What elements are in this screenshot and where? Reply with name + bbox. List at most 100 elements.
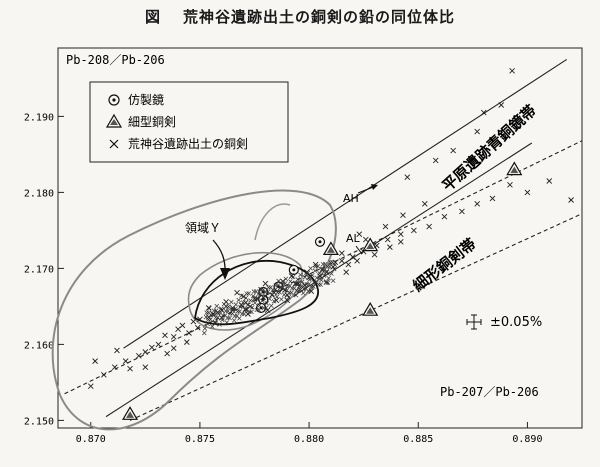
- point-cross: [441, 213, 448, 220]
- y-tick-label: 2.170: [24, 264, 54, 275]
- legend-marker-mirror: [108, 94, 120, 106]
- point-cross: [343, 269, 350, 276]
- x-tick-label: 0.885: [403, 434, 433, 445]
- error-bar-symbol: [466, 314, 482, 330]
- point-cross: [92, 358, 98, 364]
- point-cross: [432, 157, 439, 164]
- y-tick-label: 2.190: [24, 112, 54, 123]
- point-cross: [142, 364, 149, 371]
- region-outline-loop: [51, 189, 337, 431]
- point-cross: [426, 223, 432, 230]
- region-y-outline: [194, 260, 319, 326]
- point-cross: [262, 280, 269, 287]
- point-cross: [111, 364, 118, 371]
- point-cross: [404, 174, 411, 181]
- ah-arrowhead: [371, 184, 378, 190]
- point-cross: [186, 330, 192, 336]
- y-tick-label: 2.180: [24, 188, 54, 199]
- point-cross: [400, 212, 406, 219]
- point-cross: [384, 236, 391, 243]
- point-cross: [371, 251, 378, 258]
- x-tick-label: 0.890: [512, 434, 542, 445]
- ah-label: AH: [343, 192, 359, 205]
- point-cross: [411, 227, 417, 234]
- point-cross: [319, 267, 326, 273]
- point-cross: [242, 306, 249, 313]
- point-cross: [155, 341, 162, 348]
- point-cross: [387, 244, 393, 250]
- point-cross: [264, 307, 271, 314]
- axis-ticks: 0.870 0.875 0.880 0.885 0.890 2.190 2.180 2.170…: [24, 112, 543, 445]
- data-marks: [87, 67, 574, 420]
- legend: 仿製鏡 細型銅剣 荒神谷遺跡出土の銅剣: [89, 81, 289, 163]
- point-cross: [87, 383, 94, 390]
- point-cross: [297, 286, 304, 293]
- legend-marker-cross: [109, 139, 119, 149]
- point-cross: [101, 371, 107, 378]
- point-cross: [288, 273, 295, 279]
- sketch-stroke: [254, 203, 291, 241]
- region-y-label: 領域Ｙ: [185, 220, 221, 235]
- point-cross: [142, 349, 149, 355]
- point-cross: [260, 294, 267, 301]
- figure-label: 図: [144, 8, 161, 26]
- legend-marker-dagger: [105, 113, 123, 128]
- x-tick-label: 0.870: [76, 434, 106, 445]
- legend-label-mirror: 仿製鏡: [128, 92, 164, 107]
- point-mirror: [314, 236, 326, 247]
- point-cross: [397, 231, 404, 238]
- point-cross: [339, 250, 345, 257]
- point-cross: [421, 200, 428, 207]
- point-cross: [135, 352, 142, 359]
- legend-box: [89, 81, 289, 163]
- legend-label-cross: 荒神谷遺跡出土の銅剣: [128, 136, 248, 151]
- dense-cluster: [202, 259, 338, 336]
- point-cross: [205, 314, 212, 320]
- point-cross: [345, 261, 352, 268]
- point-cross: [122, 358, 129, 364]
- point-cross: [164, 350, 170, 357]
- point-dagger: [362, 237, 379, 252]
- point-cross: [183, 339, 190, 345]
- point-cross: [524, 189, 531, 196]
- point-cross: [474, 128, 481, 135]
- point-cross: [382, 223, 389, 230]
- error-bar-label: ±0.05%: [490, 315, 542, 330]
- point-cross: [149, 344, 155, 351]
- point-cross: [489, 195, 496, 202]
- point-cross: [127, 365, 133, 372]
- point-cross: [568, 197, 574, 203]
- point-cross: [373, 242, 380, 249]
- point-cross: [450, 147, 457, 154]
- point-cross: [197, 316, 203, 323]
- figure-title: 図 荒神谷遺跡出土の銅剣の鉛の同位体比: [0, 6, 600, 27]
- point-cross: [194, 324, 201, 331]
- point-cross: [293, 280, 299, 287]
- point-dagger: [506, 161, 523, 176]
- y-tick-label: 2.150: [24, 416, 54, 427]
- point-cross: [498, 102, 505, 108]
- point-cross: [459, 208, 465, 215]
- point-cross: [114, 347, 120, 354]
- point-cross: [323, 269, 330, 276]
- point-cross: [170, 345, 177, 352]
- dagger-band-lower: [129, 213, 583, 421]
- point-cross: [234, 289, 240, 296]
- point-cross: [354, 257, 360, 264]
- point-mirror: [288, 264, 299, 276]
- point-cross: [170, 333, 177, 340]
- legend-label-dagger: 細型銅剣: [128, 115, 176, 129]
- x-tick-label: 0.875: [185, 434, 215, 445]
- point-dagger: [322, 241, 339, 255]
- point-cross: [474, 200, 481, 207]
- x-tick-label: 0.880: [294, 434, 324, 445]
- y-axis-label: Pb-208／Pb-206: [66, 53, 165, 67]
- mirror-band-upper: [123, 58, 568, 349]
- point-cross: [175, 326, 181, 333]
- point-cross: [284, 297, 291, 304]
- point-dagger: [362, 302, 379, 316]
- point-dagger: [122, 406, 139, 420]
- point-cross: [253, 295, 260, 302]
- point-cross: [509, 67, 515, 74]
